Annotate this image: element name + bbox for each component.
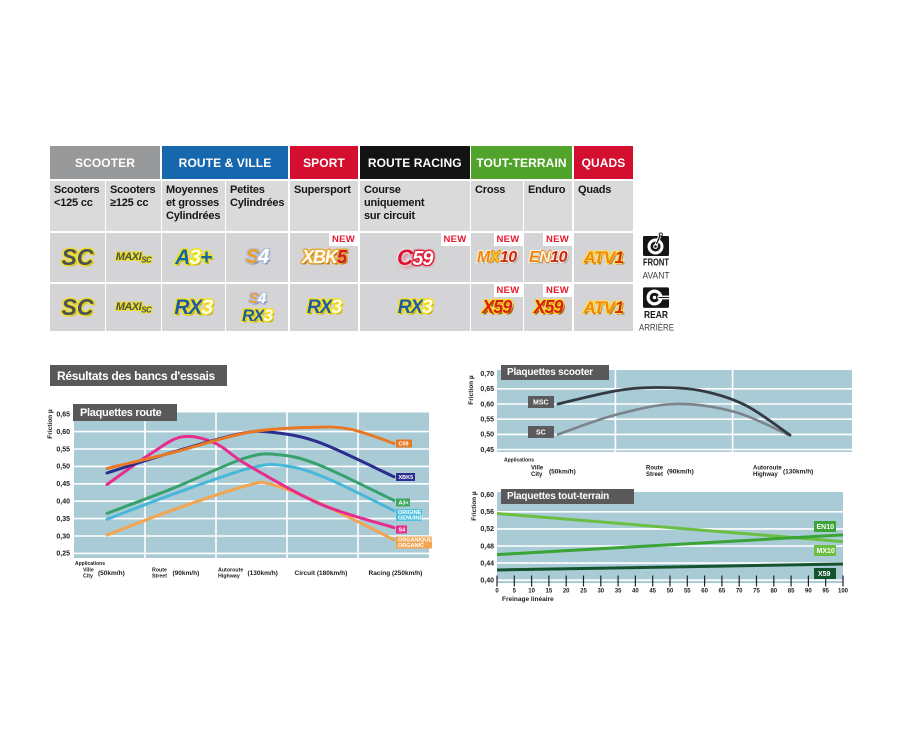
svg-text:Route: Route	[152, 568, 167, 574]
svg-text:Circuit (180km/h): Circuit (180km/h)	[295, 570, 348, 577]
svg-text:60: 60	[701, 589, 708, 595]
svg-text:0,60: 0,60	[480, 401, 494, 408]
svg-text:0: 0	[495, 589, 499, 595]
svg-text:X59: X59	[818, 571, 831, 578]
svg-text:City: City	[531, 472, 543, 478]
svg-text:City: City	[83, 574, 93, 580]
svg-text:0,65: 0,65	[480, 386, 494, 393]
svg-text:0,65: 0,65	[56, 412, 70, 419]
svg-text:0,60: 0,60	[56, 429, 70, 436]
svg-text:0,55: 0,55	[480, 417, 494, 424]
svg-text:40: 40	[632, 589, 639, 595]
svg-text:85: 85	[788, 589, 795, 595]
svg-text:Route: Route	[646, 466, 664, 472]
svg-text:Ville: Ville	[531, 466, 544, 472]
svg-text:Street: Street	[152, 574, 167, 580]
svg-text:ARRIÈRE: ARRIÈRE	[639, 323, 674, 333]
svg-text:0,30: 0,30	[56, 533, 70, 540]
svg-text:15: 15	[546, 589, 553, 595]
svg-text:Friction µ: Friction µ	[468, 375, 475, 405]
svg-text:Highway: Highway	[753, 472, 778, 478]
svg-text:100: 100	[838, 589, 849, 595]
svg-text:AVANT: AVANT	[643, 270, 670, 280]
svg-text:C59: C59	[399, 442, 409, 448]
svg-text:ORIGINE: ORIGINE	[398, 510, 422, 516]
svg-text:50: 50	[667, 589, 674, 595]
svg-text:0,52: 0,52	[480, 526, 494, 533]
svg-text:0,45: 0,45	[56, 481, 70, 488]
svg-text:Freinage linéaire: Freinage linéaire	[502, 596, 554, 603]
svg-text:Street: Street	[646, 472, 663, 478]
svg-text:S4: S4	[399, 528, 407, 534]
svg-text:(50km/h): (50km/h)	[98, 570, 125, 577]
svg-text:Racing (250km/h): Racing (250km/h)	[369, 570, 423, 577]
svg-text:Friction µ: Friction µ	[471, 491, 478, 521]
svg-text:ORGANIQUE: ORGANIQUE	[398, 538, 432, 544]
svg-text:0,25: 0,25	[56, 551, 70, 558]
svg-text:10: 10	[528, 589, 535, 595]
svg-text:90: 90	[805, 589, 812, 595]
svg-text:A3+: A3+	[399, 501, 409, 507]
svg-text:MSC: MSC	[533, 400, 549, 407]
svg-text:95: 95	[822, 589, 829, 595]
svg-text:35: 35	[615, 589, 622, 595]
svg-text:0,45: 0,45	[480, 447, 494, 454]
svg-text:(90km/h): (90km/h)	[173, 570, 200, 577]
svg-text:(90km/h): (90km/h)	[667, 469, 694, 476]
svg-text:0,35: 0,35	[56, 516, 70, 523]
svg-text:(130km/h): (130km/h)	[248, 570, 278, 577]
svg-text:Friction µ: Friction µ	[47, 409, 54, 439]
svg-text:Ville: Ville	[83, 568, 94, 574]
svg-text:XBK5: XBK5	[399, 475, 414, 481]
svg-text:70: 70	[736, 589, 743, 595]
svg-text:0,50: 0,50	[480, 432, 494, 439]
svg-text:Autoroute: Autoroute	[218, 568, 243, 574]
svg-text:MX10: MX10	[817, 548, 835, 555]
svg-text:Applications: Applications	[504, 458, 534, 464]
svg-text:0,55: 0,55	[56, 446, 70, 453]
svg-text:Autoroute: Autoroute	[753, 466, 782, 472]
svg-text:Highway: Highway	[218, 574, 240, 580]
svg-text:55: 55	[684, 589, 691, 595]
svg-text:0,40: 0,40	[56, 499, 70, 506]
svg-text:0,50: 0,50	[56, 464, 70, 471]
svg-text:ORGANIC: ORGANIC	[398, 543, 424, 549]
svg-text:25: 25	[580, 589, 587, 595]
svg-text:(50km/h): (50km/h)	[549, 469, 576, 476]
svg-text:0,48: 0,48	[480, 543, 494, 550]
svg-text:SC: SC	[536, 430, 546, 437]
svg-text:FRONT: FRONT	[643, 256, 669, 268]
svg-text:65: 65	[719, 589, 726, 595]
svg-text:(130km/h): (130km/h)	[783, 469, 813, 476]
svg-text:0,40: 0,40	[480, 578, 494, 585]
svg-text:0,56: 0,56	[480, 509, 494, 516]
svg-text:GENUINE: GENUINE	[398, 516, 423, 522]
svg-text:Applications: Applications	[75, 561, 105, 567]
svg-text:0,70: 0,70	[480, 371, 494, 378]
svg-text:5: 5	[513, 589, 517, 595]
svg-text:REAR: REAR	[644, 309, 668, 321]
svg-text:30: 30	[597, 589, 604, 595]
svg-text:EN10: EN10	[817, 524, 835, 531]
svg-text:0,60: 0,60	[480, 492, 494, 499]
svg-text:45: 45	[649, 589, 656, 595]
svg-text:80: 80	[770, 589, 777, 595]
svg-text:0,44: 0,44	[480, 560, 494, 567]
svg-text:75: 75	[753, 589, 760, 595]
svg-text:20: 20	[563, 589, 570, 595]
